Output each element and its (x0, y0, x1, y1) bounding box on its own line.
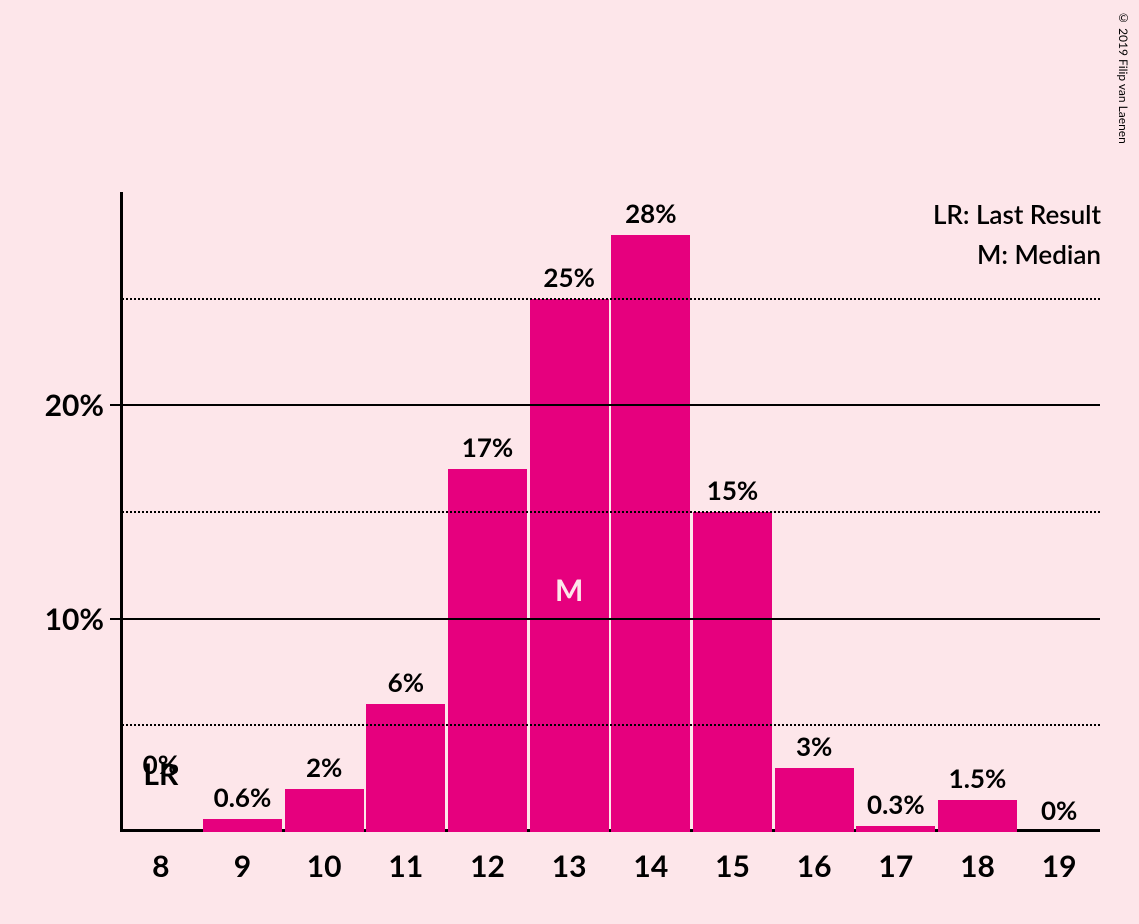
x-axis-label: 16 (797, 848, 832, 884)
bar-value-label: 3% (796, 730, 832, 762)
y-tick (110, 404, 120, 406)
bar (285, 789, 364, 832)
gridline-major (122, 404, 1100, 406)
bar-value-label: 6% (388, 666, 424, 698)
x-axis-label: 14 (633, 848, 668, 884)
bar-value-label: 0.3% (867, 788, 925, 820)
bar (693, 512, 772, 832)
bar-value-label: 1.5% (949, 762, 1007, 794)
bar-marker-m: M (555, 572, 583, 608)
bar-marker-lr: LR (143, 756, 178, 792)
bar (448, 469, 527, 832)
y-axis-label: 10% (45, 601, 104, 637)
bar (938, 800, 1017, 832)
bar-value-label: 2% (306, 751, 342, 783)
x-axis-label: 9 (234, 848, 251, 884)
x-axis-label: 19 (1042, 848, 1077, 884)
bar-value-label: 0.6% (214, 781, 272, 813)
bar (856, 826, 935, 832)
bar (611, 235, 690, 832)
x-axis-label: 18 (960, 848, 995, 884)
copyright-text: © 2019 Filip van Laenen (1116, 10, 1131, 144)
bar (775, 768, 854, 832)
plot-area: 0%LR0.6%2%6%17%25%M28%15%3%0.3%1.5%0% 10… (120, 192, 1100, 832)
bar-value-label: 17% (462, 431, 513, 463)
bar-value-label: 28% (625, 197, 676, 229)
bar-value-label: 25% (543, 261, 594, 293)
gridline-minor (122, 298, 1100, 300)
bar (203, 819, 282, 832)
y-axis-label: 20% (45, 387, 104, 423)
gridline-minor (122, 511, 1100, 513)
x-axis-label: 17 (878, 848, 913, 884)
x-axis-label: 15 (715, 848, 750, 884)
x-axis-label: 10 (307, 848, 342, 884)
x-axis-label: 12 (470, 848, 505, 884)
bar-value-label: 15% (707, 474, 758, 506)
bar-value-label: 0% (1041, 794, 1077, 826)
bar (530, 299, 609, 832)
x-axis-label: 11 (388, 848, 423, 884)
bar (366, 704, 445, 832)
gridline-major (122, 618, 1100, 620)
x-axis-label: 13 (552, 848, 587, 884)
gridline-minor (122, 724, 1100, 726)
y-tick (110, 618, 120, 620)
x-axis-label: 8 (152, 848, 169, 884)
